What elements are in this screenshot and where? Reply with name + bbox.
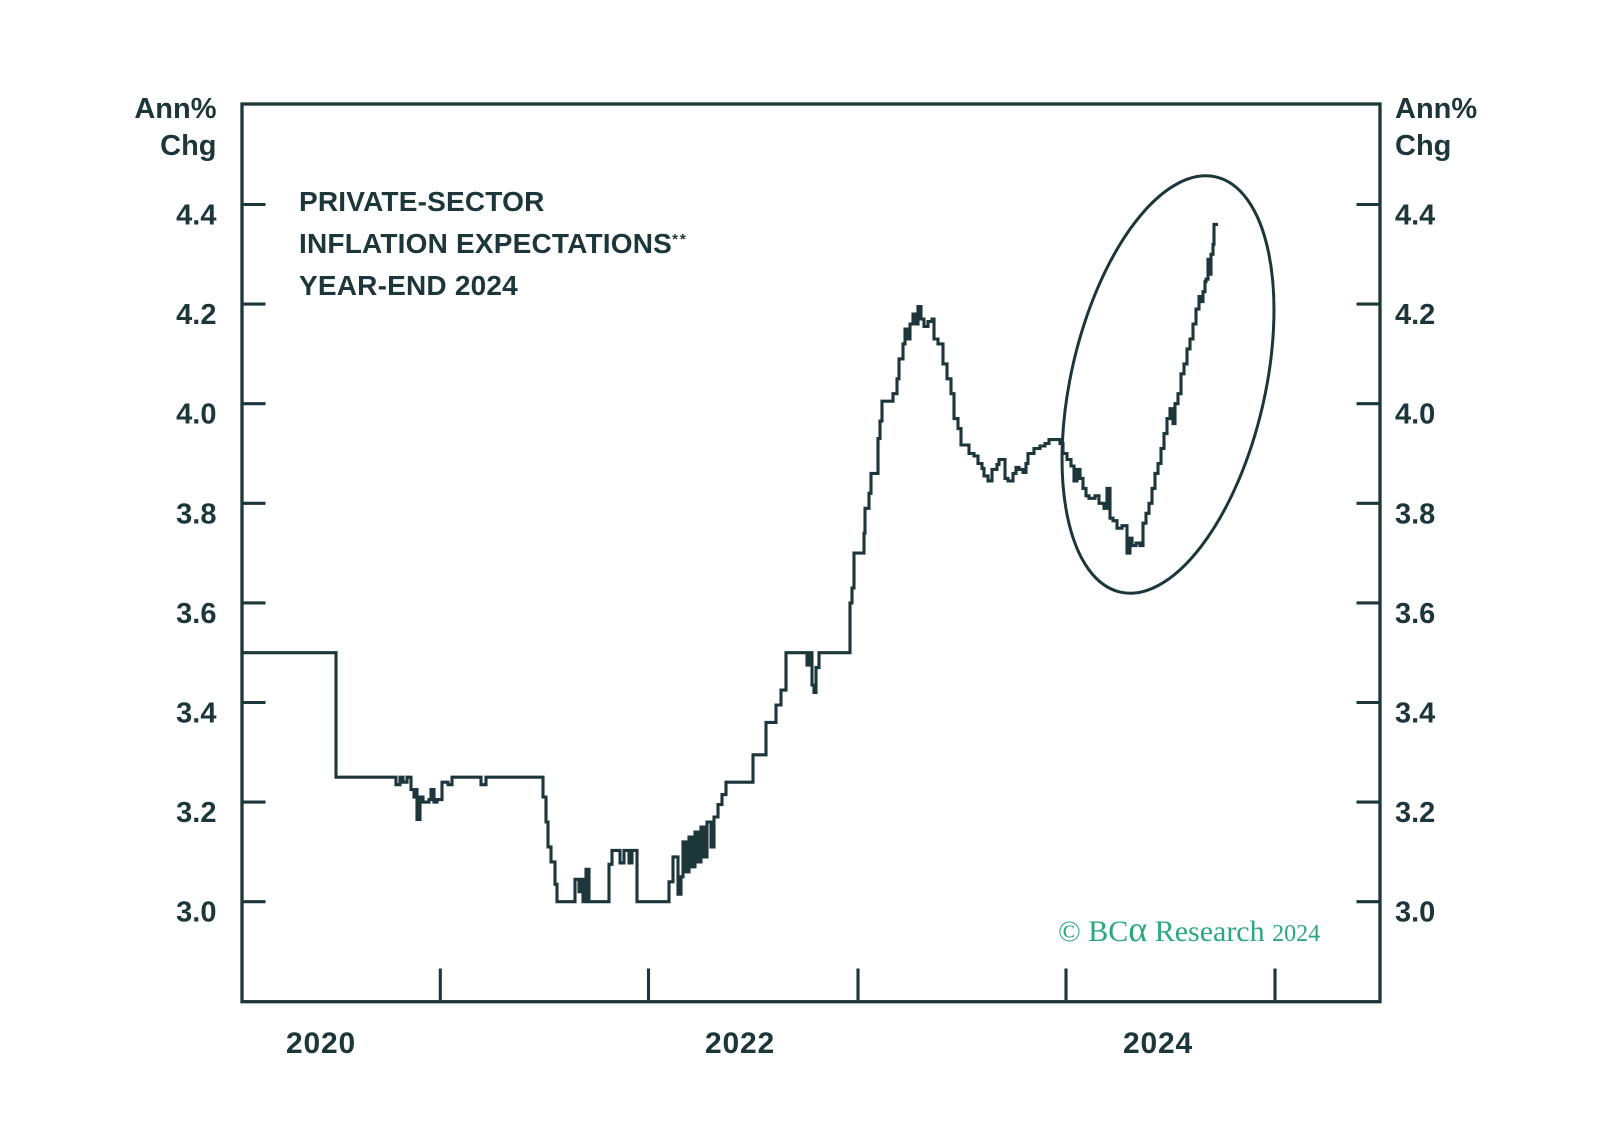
svg-text:INFLATION EXPECTATIONS**: INFLATION EXPECTATIONS** <box>299 228 688 259</box>
svg-text:3.2: 3.2 <box>176 797 216 829</box>
svg-text:Chg: Chg <box>160 130 216 162</box>
svg-text:4.4: 4.4 <box>1395 200 1435 232</box>
svg-text:3.2: 3.2 <box>1395 797 1435 829</box>
svg-text:4.4: 4.4 <box>176 200 216 232</box>
svg-text:PRIVATE-SECTOR: PRIVATE-SECTOR <box>299 186 545 217</box>
svg-text:3.0: 3.0 <box>1395 897 1435 929</box>
svg-text:Ann%: Ann% <box>134 93 216 125</box>
svg-text:3.6: 3.6 <box>1395 598 1435 630</box>
svg-text:2024: 2024 <box>1123 1027 1193 1060</box>
svg-text:Ann%: Ann% <box>1395 93 1477 125</box>
svg-text:4.2: 4.2 <box>176 299 216 331</box>
svg-text:Chg: Chg <box>1395 130 1451 162</box>
svg-text:3.4: 3.4 <box>176 698 216 730</box>
svg-text:2020: 2020 <box>286 1027 356 1060</box>
svg-text:3.4: 3.4 <box>1395 698 1435 730</box>
svg-text:3.0: 3.0 <box>176 897 216 929</box>
svg-text:2022: 2022 <box>705 1027 775 1060</box>
svg-text:3.8: 3.8 <box>1395 498 1435 530</box>
svg-text:4.0: 4.0 <box>1395 399 1435 431</box>
svg-text:© BCα Research 2024: © BCα Research 2024 <box>1058 909 1320 949</box>
svg-text:3.8: 3.8 <box>176 498 216 530</box>
svg-text:4.0: 4.0 <box>176 399 216 431</box>
svg-text:4.2: 4.2 <box>1395 299 1435 331</box>
svg-text:YEAR-END 2024: YEAR-END 2024 <box>299 270 518 301</box>
svg-text:3.6: 3.6 <box>176 598 216 630</box>
